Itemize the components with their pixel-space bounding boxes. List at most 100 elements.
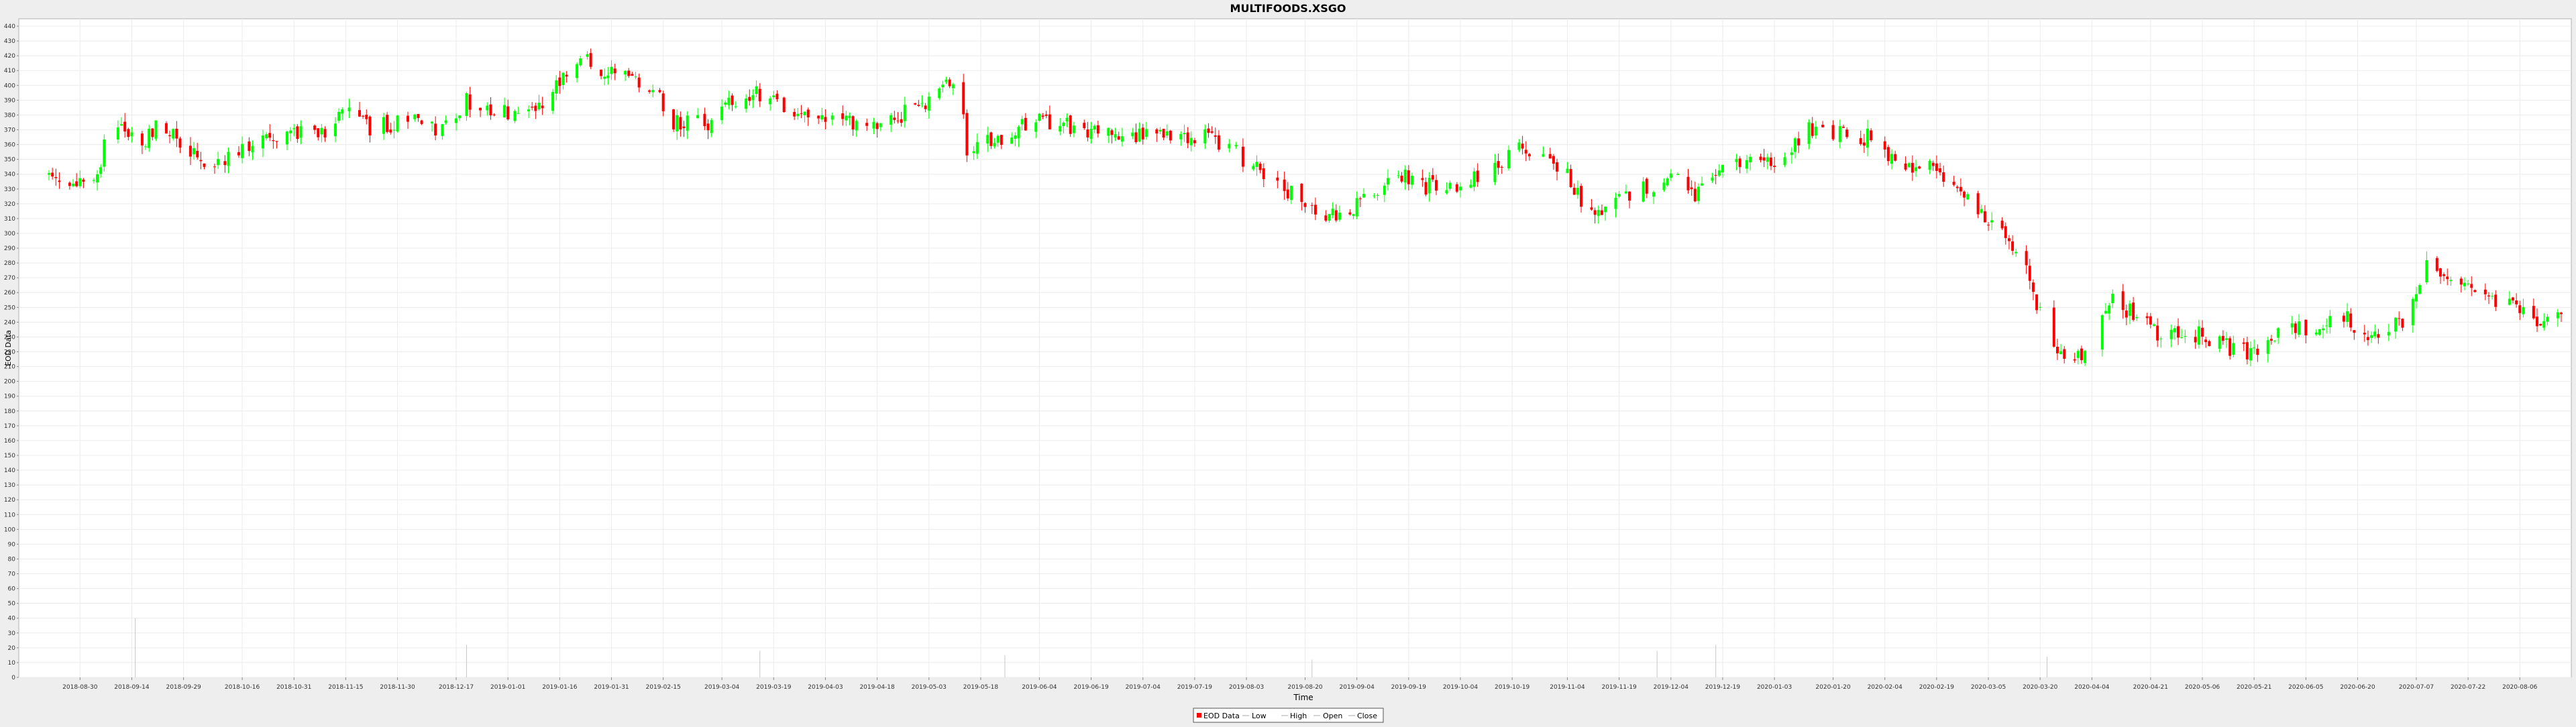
candle xyxy=(1373,192,1376,199)
candle xyxy=(1376,193,1379,201)
candle xyxy=(178,136,182,154)
candle-body xyxy=(2104,311,2107,314)
candle xyxy=(1131,127,1134,139)
y-tick-label: 370 xyxy=(4,127,15,134)
candle-body xyxy=(1907,163,1911,168)
x-axis-label: Time xyxy=(1293,693,1313,702)
candle xyxy=(465,91,468,121)
candle-body xyxy=(1186,132,1189,144)
y-tick-label: 410 xyxy=(4,68,15,74)
candle-body xyxy=(1597,210,1600,216)
candle xyxy=(1797,131,1801,154)
candle xyxy=(2225,331,2229,348)
x-tick-label: 2019-05-03 xyxy=(912,684,947,691)
candle-body xyxy=(1493,162,1497,182)
candle-body xyxy=(1434,180,1438,191)
candle xyxy=(268,124,272,142)
candle xyxy=(1203,124,1207,150)
x-tick-label: 2019-01-31 xyxy=(594,684,629,691)
y-tick-label: 80 xyxy=(8,556,16,563)
candle-body xyxy=(2539,323,2542,326)
candle xyxy=(1300,183,1303,211)
x-tick-label: 2020-08-06 xyxy=(2502,684,2538,691)
candle-body xyxy=(127,129,130,137)
candle-body xyxy=(613,68,616,74)
candle-body xyxy=(2073,359,2076,361)
candle-body xyxy=(2556,312,2559,319)
candle xyxy=(455,113,458,131)
y-tick-label: 50 xyxy=(8,601,16,608)
candle-body xyxy=(627,70,631,76)
candle xyxy=(1093,123,1096,133)
candle xyxy=(1628,191,1631,209)
candle xyxy=(2007,235,2010,249)
candle-body xyxy=(1517,142,1521,150)
candle-body xyxy=(1458,186,1462,190)
candle-body xyxy=(1593,210,1597,215)
candle xyxy=(2266,337,2269,363)
candle xyxy=(2435,256,2438,273)
candle xyxy=(1590,199,1593,211)
candle-body xyxy=(92,180,95,181)
candle xyxy=(2418,283,2422,295)
candle xyxy=(1065,113,1069,127)
candle-body xyxy=(2473,290,2477,292)
candle xyxy=(458,115,462,121)
candle-body xyxy=(130,132,133,136)
candle-body xyxy=(1604,207,1607,213)
candle xyxy=(2467,280,2470,286)
candle-body xyxy=(1870,130,1873,141)
candle xyxy=(2535,308,2538,333)
candle xyxy=(541,97,544,115)
candle-body xyxy=(217,158,220,166)
candle-body xyxy=(1507,150,1511,169)
candle-body xyxy=(1686,176,1690,190)
candle xyxy=(1165,124,1169,139)
candle-body xyxy=(2121,291,2125,311)
candle xyxy=(1407,165,1410,190)
candle-body xyxy=(1714,175,1717,176)
candle-body xyxy=(2156,325,2159,341)
y-tick-label: 330 xyxy=(4,186,15,193)
candle-body xyxy=(1845,129,1849,137)
candle xyxy=(1159,127,1162,135)
candle xyxy=(579,56,582,67)
candle xyxy=(993,137,996,149)
candle-body xyxy=(1114,134,1117,138)
x-tick-label: 2019-05-18 xyxy=(963,684,999,691)
candle xyxy=(2059,343,2063,355)
y-tick-label: 360 xyxy=(4,142,15,149)
candle-body xyxy=(1711,177,1714,181)
candle xyxy=(2373,324,2377,339)
candle-body xyxy=(323,129,327,137)
candle xyxy=(2487,292,2490,304)
candle-body xyxy=(213,166,216,168)
y-tick-label: 190 xyxy=(4,394,15,400)
y-tick-label: 260 xyxy=(4,290,15,296)
candle xyxy=(706,119,710,139)
candle xyxy=(2073,352,2076,364)
candle-body xyxy=(1976,193,1980,215)
candle-body xyxy=(164,123,168,134)
candle xyxy=(1289,185,1293,205)
candle-body xyxy=(1048,114,1051,129)
candle-body xyxy=(1303,203,1307,207)
candle-body xyxy=(1373,195,1376,197)
x-tick-label: 2018-09-29 xyxy=(166,684,201,691)
candle-body xyxy=(1797,138,1801,146)
y-tick-label: 100 xyxy=(4,526,15,533)
candle xyxy=(2173,325,2176,340)
y-tick-label: 150 xyxy=(4,453,15,459)
x-tick-label: 2019-06-04 xyxy=(1022,684,1057,691)
candle-body xyxy=(2249,348,2253,361)
candle-body xyxy=(2418,285,2422,294)
legend-entry-close: Close xyxy=(1357,712,1377,720)
candle-body xyxy=(561,72,565,85)
candle-body xyxy=(2125,310,2128,318)
candle xyxy=(672,109,676,132)
candle xyxy=(1331,202,1334,219)
candle xyxy=(2232,335,2235,357)
candle xyxy=(1428,172,1431,202)
candle-body xyxy=(676,115,679,131)
candle-body xyxy=(703,113,706,127)
